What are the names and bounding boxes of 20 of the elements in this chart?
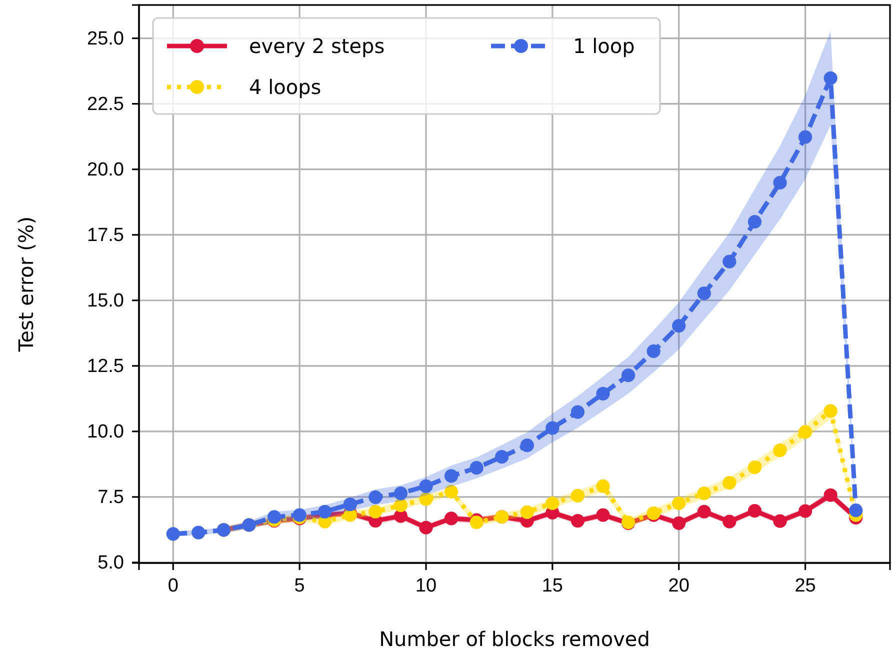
legend-label: 1 loop	[573, 34, 635, 58]
x-tick-label: 20	[668, 575, 690, 596]
y-tick-label: 10.0	[87, 422, 124, 443]
y-tick-label: 20.0	[87, 159, 124, 180]
y-tick-label: 15.0	[87, 290, 124, 312]
y-tick-label: 22.5	[87, 94, 124, 115]
y-tick-label: 5.0	[98, 552, 124, 574]
x-tick-label: 5	[294, 575, 305, 596]
y-axis-title: Test error (%)	[14, 216, 38, 353]
y-tick-label: 12.5	[87, 356, 124, 377]
y-tick-label: 7.5	[98, 487, 124, 508]
x-tick-label: 25	[794, 575, 816, 596]
x-tick-label: 0	[168, 575, 178, 596]
x-axis-title: Number of blocks removed	[379, 627, 650, 651]
legend-label: 4 loops	[249, 75, 322, 99]
y-tick-label: 17.5	[87, 224, 124, 246]
legend-label: every 2 steps	[249, 34, 385, 58]
y-tick-label: 25.0	[87, 28, 124, 50]
x-tick-label: 15	[542, 575, 563, 596]
x-tick-label: 10	[415, 575, 437, 596]
